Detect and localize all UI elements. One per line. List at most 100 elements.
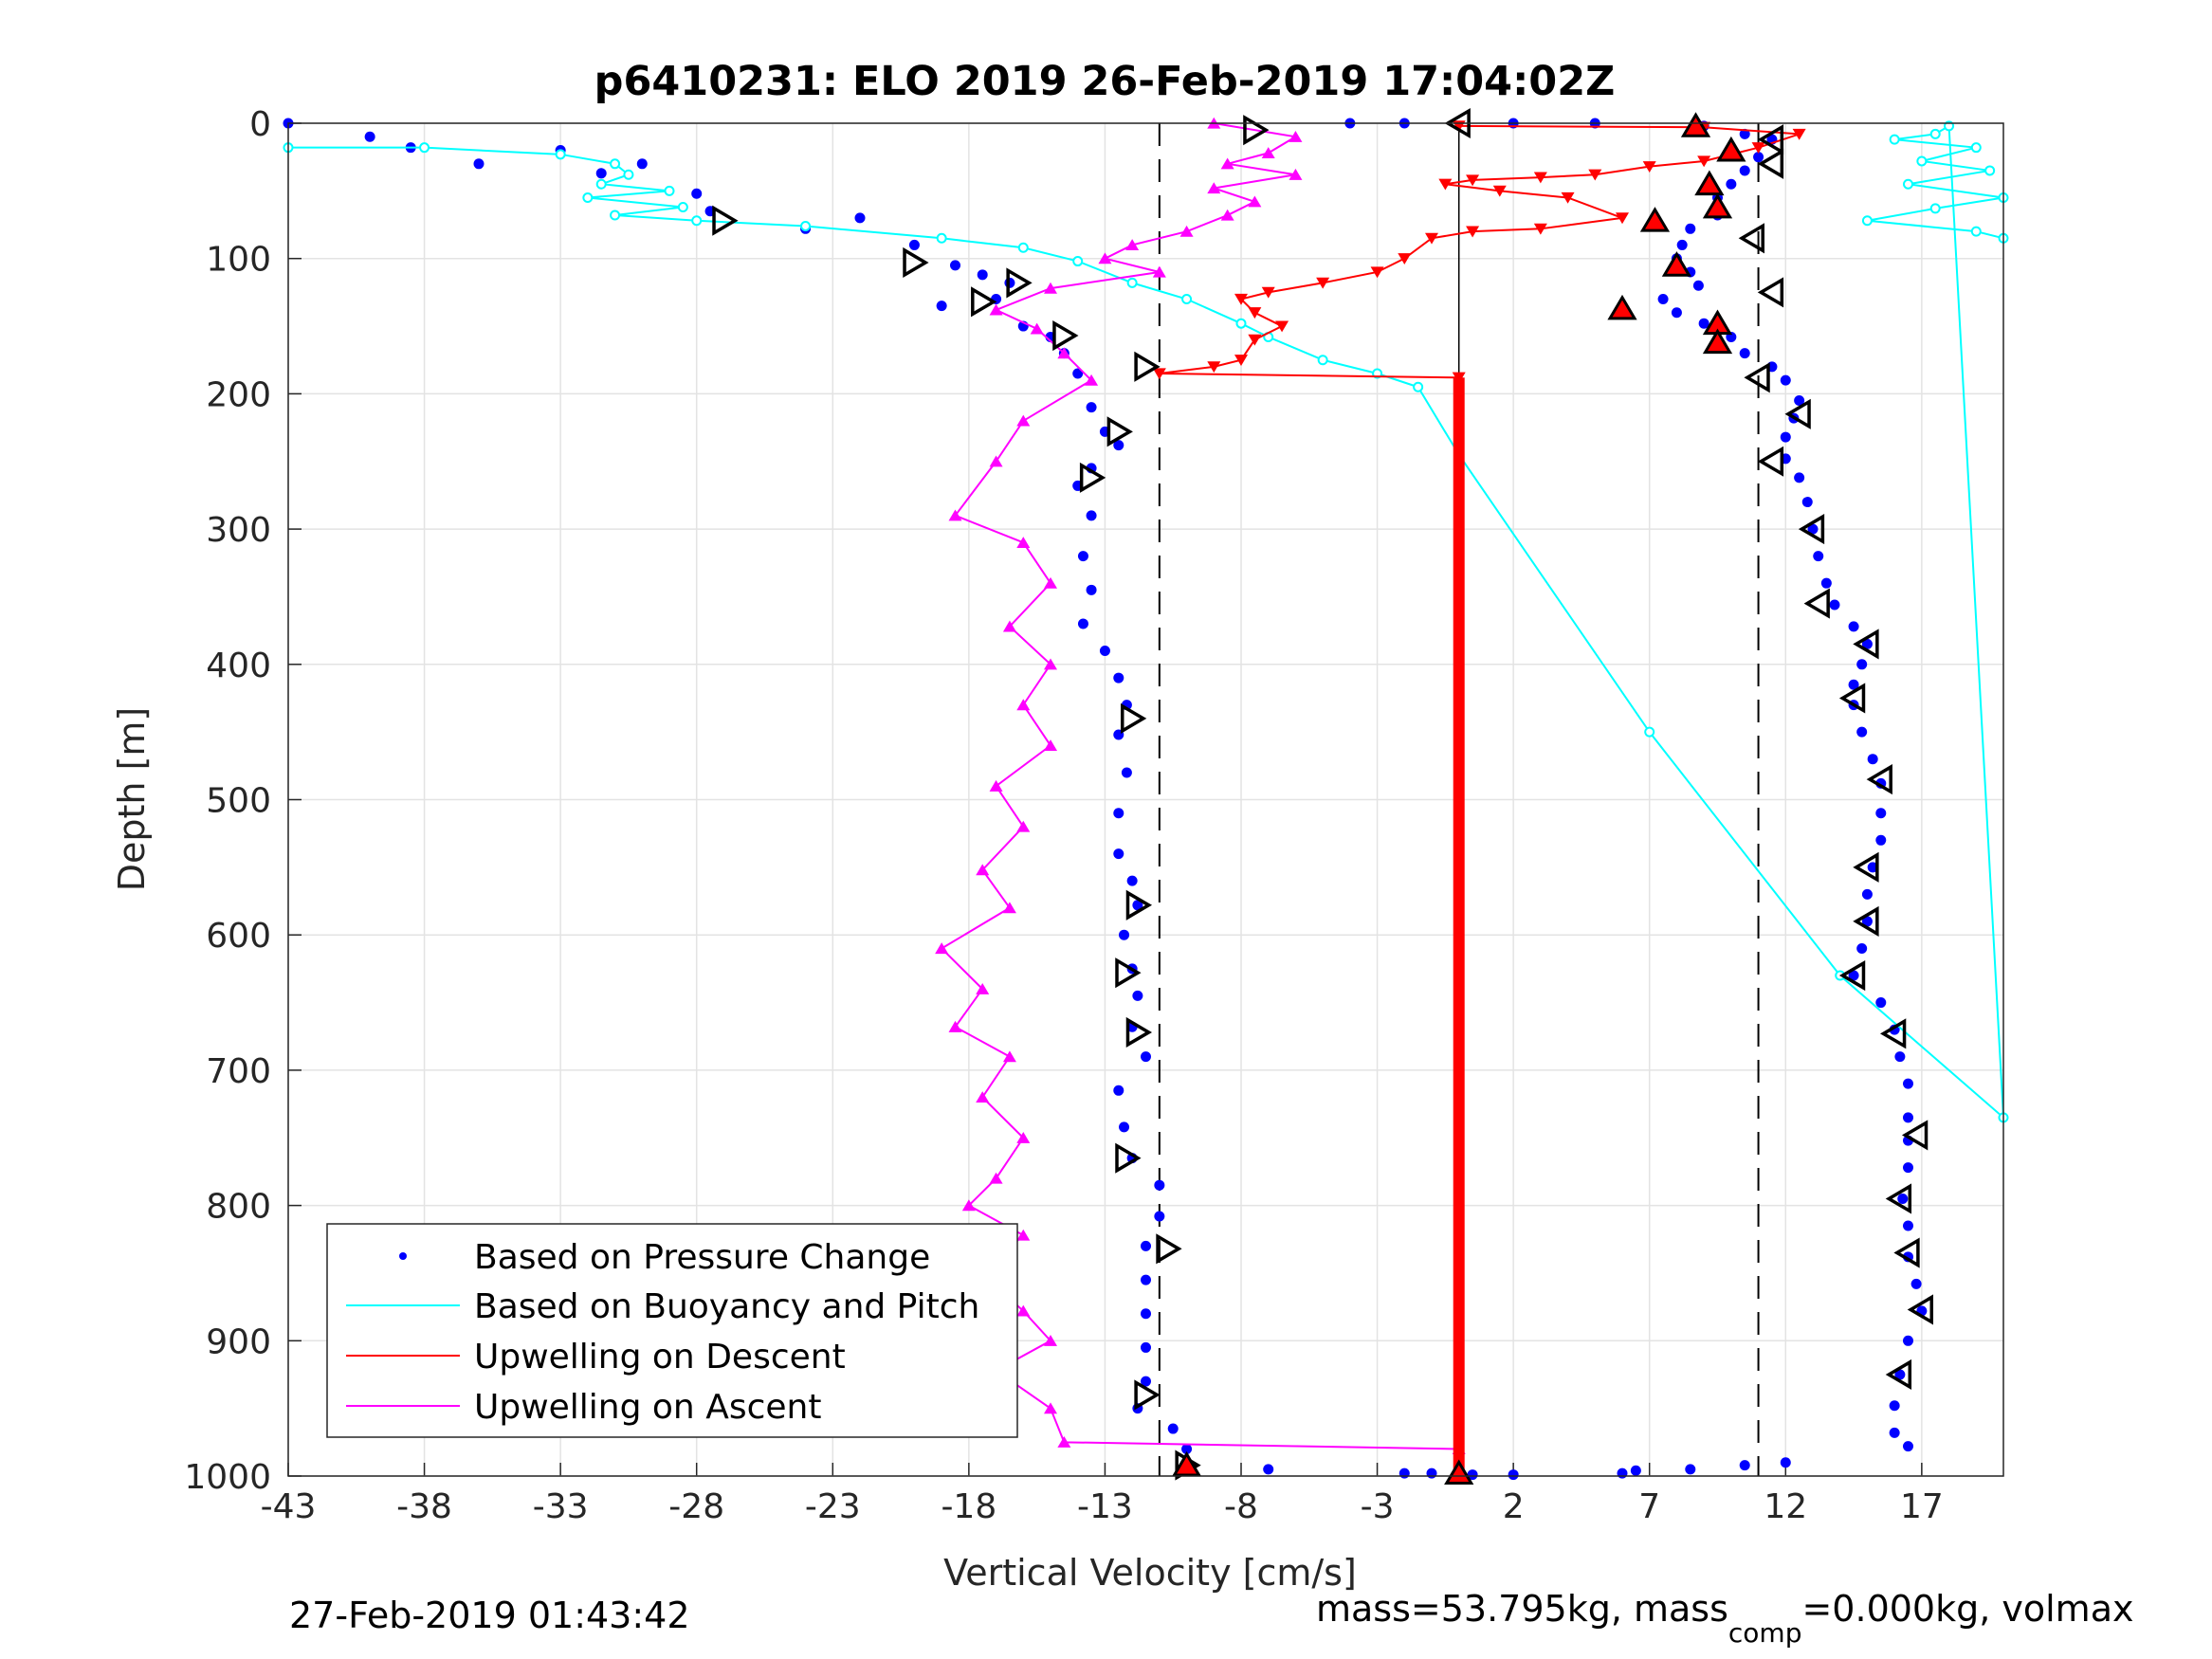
data-point (1141, 1341, 1151, 1353)
red-triangle-marker (1680, 112, 1711, 137)
data-point (1425, 232, 1438, 245)
data-point (1739, 348, 1750, 359)
data-point (473, 158, 484, 170)
data-point (1984, 165, 1996, 176)
open-triangle-marker (1838, 683, 1866, 714)
x-tick-label: -3 (1361, 1487, 1395, 1526)
data-point (1248, 307, 1262, 319)
red-triangle-marker (1702, 328, 1733, 355)
y-tick-label: 1000 (184, 1458, 271, 1497)
data-point (1132, 990, 1143, 1001)
grid-lines (287, 122, 2003, 1477)
red-triangle-marker (1716, 136, 1746, 162)
open-triangle-marker (1784, 398, 1811, 429)
data-point (419, 142, 430, 154)
data-point (1030, 322, 1044, 335)
data-point (1780, 374, 1791, 386)
data-point (1126, 277, 1138, 288)
data-point (1903, 1112, 1913, 1123)
data-point (1086, 510, 1097, 521)
data-point (1044, 576, 1057, 589)
data-point (1398, 1468, 1410, 1479)
open-triangle-marker (971, 286, 997, 318)
footer-mass-info: mass=53.795kg, masscomp=0.000kg, volmax (1316, 1588, 2133, 1649)
data-point (1141, 1240, 1151, 1251)
open-triangle-marker (1879, 1018, 1907, 1049)
data-point (1894, 1051, 1906, 1063)
y-tick-label: 0 (249, 105, 271, 144)
mass-subscript: comp (1728, 1617, 1802, 1649)
data-point (1141, 1308, 1151, 1320)
data-point (989, 779, 1003, 792)
legend-label-ascent: Upwelling on Ascent (474, 1388, 821, 1427)
data-point (989, 455, 1003, 467)
data-point (1856, 659, 1868, 670)
data-point (976, 982, 990, 994)
data-point (1692, 280, 1704, 291)
data-point (1739, 165, 1750, 176)
open-triangle-marker (1803, 588, 1830, 619)
data-point (948, 509, 962, 521)
data-point (936, 301, 947, 312)
open-triangle-marker (1866, 764, 1892, 795)
data-point (1426, 1468, 1437, 1479)
open-triangle-marker (1156, 1233, 1182, 1265)
data-point (1044, 282, 1057, 294)
open-triangle-marker (1115, 1142, 1142, 1174)
data-point (976, 864, 990, 876)
x-tick-label: -8 (1224, 1487, 1258, 1526)
data-point (623, 169, 634, 180)
red-triangle-marker (1702, 192, 1733, 219)
data-point (1829, 599, 1840, 611)
data-point (1466, 226, 1480, 238)
marker-layer (712, 107, 1934, 1486)
data-point (1929, 128, 1941, 139)
y-tick-label: 300 (206, 511, 271, 550)
data-point (1889, 1400, 1900, 1412)
y-tick-label: 800 (206, 1188, 271, 1227)
mass-text: mass=53.795kg, mass (1316, 1588, 1728, 1630)
data-point (1098, 252, 1112, 264)
x-tick-label: -13 (1077, 1487, 1133, 1526)
data-point (1916, 155, 1928, 167)
data-point (1588, 169, 1602, 181)
open-triangle-marker (1125, 1016, 1153, 1048)
y-tick-label: 700 (206, 1052, 271, 1091)
data-point (1630, 1465, 1641, 1476)
x-tick-label: -43 (261, 1487, 317, 1526)
open-triangle-marker (1757, 277, 1784, 308)
x-tick-label: 17 (1900, 1487, 1944, 1526)
y-tick-label: 600 (206, 917, 271, 956)
data-point (664, 185, 675, 196)
data-point (1820, 577, 1832, 589)
open-triangle-marker (1125, 889, 1153, 921)
legend-label-buoyancy: Based on Buoyancy and Pitch (474, 1287, 979, 1326)
data-point (1016, 699, 1031, 711)
legend: Based on Pressure Change Based on Buoyan… (326, 1223, 1018, 1438)
data-point (1698, 318, 1709, 329)
data-point (1275, 320, 1289, 333)
series-line (288, 124, 2005, 1121)
data-point (636, 158, 648, 170)
x-tick-label: -28 (668, 1487, 724, 1526)
data-point (1004, 277, 1015, 288)
x-tick-label: -38 (396, 1487, 452, 1526)
y-tick-label: 500 (206, 782, 271, 821)
data-point (1856, 942, 1868, 954)
red-triangle-marker (1444, 1459, 1474, 1486)
y-tick-label: 200 (206, 375, 271, 414)
data-point (1801, 497, 1813, 508)
series-layer (283, 117, 2009, 1481)
y-tick-labels: 0 100 200 300 400 500 600 700 800 900 1000 (184, 105, 271, 1497)
data-point (1671, 307, 1682, 319)
data-point (1113, 1085, 1124, 1096)
data-point (1077, 618, 1088, 629)
data-point (908, 239, 920, 250)
open-triangle-marker (1853, 905, 1879, 937)
data-point (364, 131, 375, 142)
data-point (1642, 161, 1656, 173)
open-triangle-marker (1134, 351, 1161, 382)
open-triangle-marker (1120, 702, 1147, 734)
data-point (1739, 128, 1750, 139)
